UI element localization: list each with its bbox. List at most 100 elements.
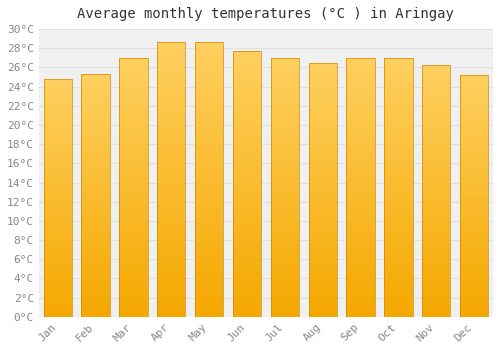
Bar	[384, 163, 412, 164]
Bar	[270, 247, 299, 248]
Bar	[460, 266, 488, 267]
Bar	[308, 116, 337, 117]
Bar	[233, 61, 261, 62]
Bar	[157, 270, 186, 271]
Bar	[422, 202, 450, 203]
Bar	[195, 259, 224, 260]
Bar	[44, 199, 72, 200]
Bar	[270, 298, 299, 299]
Bar	[119, 274, 148, 275]
Bar	[270, 285, 299, 286]
Bar	[346, 173, 375, 174]
Bar	[233, 156, 261, 158]
Bar	[82, 231, 110, 232]
Bar	[384, 286, 412, 287]
Bar	[195, 237, 224, 238]
Bar	[119, 158, 148, 159]
Bar	[346, 256, 375, 257]
Bar	[82, 244, 110, 245]
Bar	[157, 144, 186, 145]
Bar	[233, 187, 261, 188]
Bar	[346, 103, 375, 104]
Bar	[422, 156, 450, 158]
Bar	[44, 235, 72, 236]
Bar	[233, 108, 261, 110]
Bar	[422, 119, 450, 120]
Bar	[119, 309, 148, 310]
Bar	[346, 99, 375, 100]
Bar	[82, 279, 110, 280]
Bar	[384, 239, 412, 240]
Bar	[44, 316, 72, 317]
Bar	[422, 211, 450, 212]
Bar	[119, 222, 148, 224]
Bar	[460, 248, 488, 249]
Bar	[82, 222, 110, 223]
Bar	[384, 247, 412, 248]
Bar	[270, 299, 299, 300]
Bar	[308, 158, 337, 159]
Bar	[346, 198, 375, 199]
Bar	[460, 141, 488, 143]
Bar	[270, 209, 299, 211]
Bar	[233, 96, 261, 98]
Bar	[82, 187, 110, 188]
Bar	[233, 95, 261, 96]
Bar	[233, 160, 261, 161]
Bar	[233, 272, 261, 273]
Bar	[346, 286, 375, 287]
Bar	[44, 203, 72, 204]
Bar	[44, 149, 72, 150]
Bar	[119, 84, 148, 85]
Bar	[346, 250, 375, 251]
Bar	[157, 139, 186, 141]
Bar	[44, 148, 72, 149]
Bar	[119, 152, 148, 154]
Bar	[233, 211, 261, 212]
Bar	[308, 254, 337, 256]
Bar	[119, 240, 148, 242]
Bar	[233, 178, 261, 180]
Bar	[119, 287, 148, 288]
Bar	[195, 215, 224, 216]
Bar	[346, 94, 375, 96]
Bar	[233, 212, 261, 213]
Bar	[233, 185, 261, 187]
Bar	[233, 314, 261, 315]
Bar	[44, 214, 72, 215]
Bar	[157, 278, 186, 280]
Bar	[233, 215, 261, 216]
Bar	[195, 131, 224, 132]
Bar	[157, 295, 186, 296]
Bar	[82, 158, 110, 159]
Bar	[195, 94, 224, 95]
Bar	[308, 182, 337, 183]
Bar	[44, 138, 72, 140]
Bar	[346, 313, 375, 314]
Bar	[157, 64, 186, 65]
Bar	[44, 96, 72, 97]
Bar	[44, 167, 72, 168]
Bar	[308, 178, 337, 180]
Bar	[346, 165, 375, 167]
Bar	[82, 223, 110, 225]
Bar	[308, 186, 337, 187]
Bar	[384, 71, 412, 72]
Bar	[422, 254, 450, 255]
Bar	[44, 122, 72, 123]
Bar	[422, 203, 450, 204]
Bar	[308, 228, 337, 229]
Bar	[233, 294, 261, 295]
Bar	[270, 289, 299, 291]
Bar	[422, 246, 450, 247]
Bar	[157, 186, 186, 187]
Bar	[422, 145, 450, 147]
Bar	[346, 235, 375, 237]
Bar	[270, 67, 299, 68]
Bar	[82, 274, 110, 275]
Bar	[460, 233, 488, 235]
Bar	[346, 88, 375, 89]
Bar	[422, 276, 450, 278]
Bar	[308, 121, 337, 122]
Bar	[460, 259, 488, 260]
